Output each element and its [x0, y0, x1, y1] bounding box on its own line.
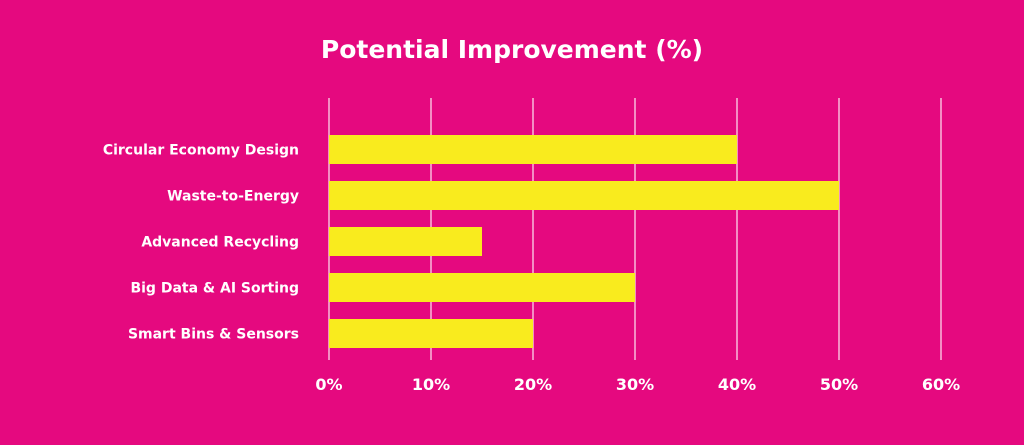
chart-title: Potential Improvement (%) [321, 35, 703, 64]
bar [329, 273, 635, 302]
x-tick-label: 50% [820, 375, 858, 394]
bar [329, 227, 482, 256]
bar [329, 319, 533, 348]
category-label: Advanced Recycling [141, 235, 299, 251]
category-label: Smart Bins & Sensors [128, 327, 299, 343]
x-tick-label: 0% [315, 375, 342, 394]
category-label: Waste-to-Energy [167, 189, 299, 205]
category-labels: Circular Economy Design Waste-to-Energy Ad… [103, 143, 299, 343]
x-tick-labels: 0% 10% 20% 30% 40% 50% 60% [315, 375, 960, 394]
category-label: Big Data & AI Sorting [130, 281, 299, 297]
x-tick-label: 60% [922, 375, 960, 394]
bar [329, 181, 839, 210]
bars [329, 135, 839, 348]
x-tick-label: 10% [412, 375, 450, 394]
x-tick-label: 40% [718, 375, 756, 394]
bar [329, 135, 737, 164]
x-tick-label: 30% [616, 375, 654, 394]
x-tick-label: 20% [514, 375, 552, 394]
category-label: Circular Economy Design [103, 143, 299, 159]
